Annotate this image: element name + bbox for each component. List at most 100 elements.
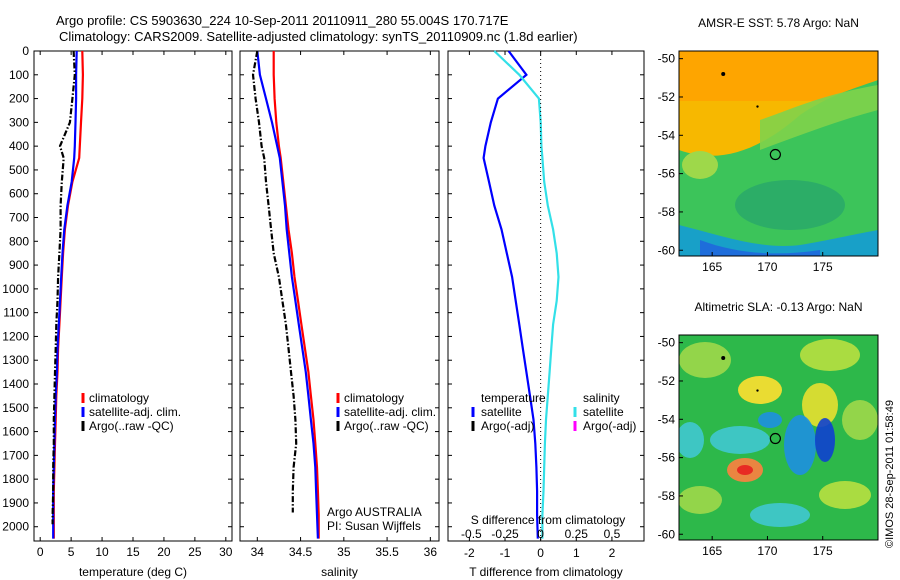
sst_map-argo-marker — [769, 148, 781, 161]
salinity-annotation-line2: PI: Susan Wijffels — [327, 519, 421, 533]
temperature-ytick-label: 400 — [9, 139, 29, 153]
salinity-xtick-label: 34 — [251, 545, 265, 559]
difference-legend-header-salinity: salinity — [583, 391, 620, 405]
sst_map-frame — [678, 50, 879, 257]
temperature-xtick-label: 30 — [219, 545, 233, 559]
salinity-legend-label: satellite-adj. clim. — [344, 405, 436, 419]
temperature-ytick-label: 1100 — [3, 306, 29, 320]
difference-legend-label: satellite — [583, 405, 624, 419]
salinity-xlabel: salinity — [321, 565, 358, 579]
temperature-ytick-label: 1000 — [2, 282, 29, 296]
salinity-annotation-line1: Argo AUSTRALIA — [327, 505, 422, 519]
temperature-xtick-label: 10 — [95, 545, 109, 559]
sst_map-ytick-label: -52 — [658, 90, 676, 104]
temperature-ytick-label: 500 — [9, 163, 29, 177]
difference-axes-box — [447, 50, 645, 542]
difference-legend-label: satellite — [481, 405, 522, 419]
salinity-xtick-label: 35 — [337, 545, 351, 559]
temperature-ytick-label: 2000 — [2, 520, 29, 534]
temperature-xtick-label: 25 — [188, 545, 202, 559]
temperature-ytick-label: 1300 — [2, 353, 29, 367]
temperature-series-2 — [51, 50, 76, 525]
salinity-xtick-label: 34.5 — [289, 545, 313, 559]
temperature-ytick-label: 1200 — [2, 329, 29, 343]
sla_map-ytick-label: -60 — [658, 527, 676, 541]
temperature-ytick-label: 600 — [9, 187, 29, 201]
sst_map-ytick-label: -60 — [658, 243, 676, 257]
difference-t-tick-label: 0 — [537, 546, 544, 560]
difference-t-tick-label: 2 — [609, 546, 616, 560]
difference-s-tick-label: 0 — [537, 527, 544, 541]
temperature-ytick-label: 100 — [9, 68, 29, 82]
temperature-ytick-label: 0 — [22, 44, 29, 58]
difference-s-tick-label: 0.25 — [565, 527, 589, 541]
sla_map-xtick-label: 175 — [813, 544, 833, 558]
salinity-series-1 — [256, 50, 319, 539]
sst_map-xtick-label: 165 — [702, 260, 722, 274]
difference-series-0 — [482, 50, 539, 539]
sst_map-ytick-label: -58 — [658, 205, 676, 219]
temperature-ytick-label: 1600 — [2, 425, 29, 439]
salinity-xtick-label: 36 — [424, 545, 438, 559]
difference-legend-header-temperature: temperature — [481, 391, 546, 405]
difference-t-tick-label: 1 — [573, 546, 580, 560]
sst_map-xtick-label: 170 — [757, 260, 777, 274]
figure-title-line2: Climatology: CARS2009. Satellite-adjuste… — [59, 29, 578, 44]
difference-series-1 — [493, 50, 560, 539]
sst_map-title: AMSR-E SST: 5.78 Argo: NaN — [698, 16, 859, 30]
temperature-ytick-label: 1900 — [2, 496, 29, 510]
sla_map-xtick-label: 170 — [757, 544, 777, 558]
sla_map-ytick-label: -54 — [658, 412, 676, 426]
difference-s-tick-label: -0.5 — [461, 527, 482, 541]
temperature-ytick-label: 1500 — [2, 401, 29, 415]
temperature-xtick-label: 5 — [68, 545, 75, 559]
difference-xlabel: T difference from climatology — [469, 565, 623, 579]
sla_map-island-auckland — [721, 355, 726, 360]
temperature-ytick-label: 700 — [9, 211, 29, 225]
sla_map-ytick-label: -58 — [658, 489, 676, 503]
temperature-ytick-label: 1400 — [2, 377, 29, 391]
figure-title-line1: Argo profile: CS 5903630_224 10-Sep-2011… — [56, 13, 509, 28]
difference-xlabel2: S difference from climatology — [471, 513, 626, 527]
temperature-xtick-label: 15 — [126, 545, 140, 559]
sla_map-frame — [678, 334, 879, 541]
sla_map-title: Altimetric SLA: -0.13 Argo: NaN — [694, 300, 862, 314]
sla_map-xtick-label: 165 — [702, 544, 722, 558]
sst_map-island-auckland — [721, 71, 726, 76]
temperature-ytick-label: 200 — [9, 92, 29, 106]
temperature-xlabel: temperature (deg C) — [79, 565, 187, 579]
temperature-legend-label: satellite-adj. clim. — [89, 405, 181, 419]
temperature-ytick-label: 900 — [9, 258, 29, 272]
salinity-legend-label: Argo(..raw -QC) — [344, 419, 429, 433]
difference-t-tick-label: -2 — [464, 546, 475, 560]
salinity-series-0 — [272, 51, 320, 539]
sst_map-ytick-label: -56 — [658, 167, 676, 181]
difference-s-tick-label: 0.5 — [604, 527, 621, 541]
sla_map-ytick-label: -56 — [658, 451, 676, 465]
sla_map-ytick-label: -50 — [658, 336, 676, 350]
temperature-xtick-label: 20 — [157, 545, 171, 559]
difference-t-tick-label: -1 — [500, 546, 511, 560]
temperature-axes-box — [33, 50, 233, 542]
sla_map-ytick-label: -52 — [658, 374, 676, 388]
sla_map-field — [679, 335, 878, 540]
sla_map-argo-marker — [769, 432, 781, 445]
sla_map-island-campbell — [756, 389, 759, 392]
difference-legend-label: Argo(-adj) — [583, 419, 636, 433]
sst_map-xtick-label: 175 — [813, 260, 833, 274]
salinity-axes-box — [239, 50, 440, 542]
salinity-xtick-label: 35.5 — [375, 545, 399, 559]
temperature-xtick-label: 0 — [37, 545, 44, 559]
salinity-legend-label: climatology — [344, 391, 404, 405]
difference-s-tick-label: -0.25 — [491, 527, 519, 541]
sst_map-ytick-label: -50 — [658, 52, 676, 66]
temperature-ytick-label: 800 — [9, 234, 29, 248]
temperature-legend-label: Argo(..raw -QC) — [89, 419, 174, 433]
sst_map-island-campbell — [756, 105, 759, 108]
temperature-ytick-label: 1700 — [2, 448, 29, 462]
copyright-credit: ©IMOS 28-Sep-2011 01:58:49 — [884, 400, 896, 548]
temperature-legend-label: climatology — [89, 391, 149, 405]
difference-legend-label: Argo(-adj) — [481, 419, 534, 433]
salinity-series-2 — [251, 50, 298, 513]
